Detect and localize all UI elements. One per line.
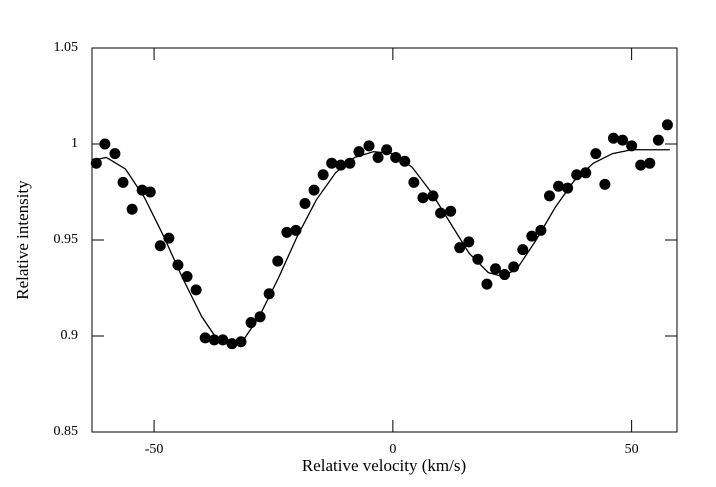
data-point xyxy=(590,148,602,160)
data-point xyxy=(181,270,193,282)
data-point xyxy=(417,192,429,204)
x-tick-label: -50 xyxy=(145,442,164,457)
x-tick-label: 50 xyxy=(625,442,639,457)
data-point xyxy=(190,284,202,296)
data-point xyxy=(408,176,420,188)
data-point xyxy=(463,236,475,248)
data-point xyxy=(635,159,647,171)
data-point xyxy=(199,332,211,344)
y-tick-label: 1 xyxy=(71,136,78,151)
fit-line xyxy=(96,149,670,345)
data-point xyxy=(644,157,656,169)
data-point xyxy=(607,132,619,144)
data-point xyxy=(126,203,138,215)
data-point xyxy=(445,205,457,217)
data-point xyxy=(617,134,629,146)
data-point xyxy=(553,180,565,192)
y-tick-label: 0.85 xyxy=(54,424,79,439)
data-point xyxy=(344,157,356,169)
data-point xyxy=(208,334,220,346)
y-tick-label: 0.95 xyxy=(54,232,79,247)
y-axis-title: Relative intensity xyxy=(13,180,32,300)
data-point xyxy=(90,157,102,169)
data-point xyxy=(217,334,229,346)
data-point xyxy=(481,278,493,290)
data-point xyxy=(154,240,166,252)
data-point xyxy=(109,148,121,160)
data-point xyxy=(454,242,466,254)
data-point xyxy=(652,134,664,146)
data-point xyxy=(335,159,347,171)
plot-frame xyxy=(91,47,678,433)
data-point xyxy=(281,226,293,238)
data-point xyxy=(517,244,529,256)
data-point xyxy=(535,224,547,236)
x-tick-label: 0 xyxy=(389,442,396,457)
y-tick-label: 0.9 xyxy=(61,328,79,343)
data-point xyxy=(472,253,484,265)
data-point xyxy=(317,169,329,181)
data-point xyxy=(390,151,402,163)
data-point xyxy=(526,230,538,242)
y-tick-label: 1.05 xyxy=(54,40,79,55)
data-point xyxy=(661,119,673,131)
data-point xyxy=(580,167,592,179)
data-point xyxy=(144,186,156,198)
data-point xyxy=(543,190,555,202)
data-point xyxy=(599,178,611,190)
data-point xyxy=(272,255,284,267)
data-point xyxy=(99,138,111,150)
data-point xyxy=(326,157,338,169)
data-point xyxy=(499,269,511,281)
data-point xyxy=(308,184,320,196)
data-point xyxy=(353,146,365,158)
x-axis-title: Relative velocity (km/s) xyxy=(302,456,466,475)
data-point xyxy=(299,198,311,210)
data-point xyxy=(626,140,638,152)
data-point xyxy=(372,151,384,163)
data-point xyxy=(363,140,375,152)
data-point xyxy=(571,169,583,181)
data-point xyxy=(490,263,502,275)
data-point xyxy=(435,207,447,219)
data-point xyxy=(117,176,129,188)
